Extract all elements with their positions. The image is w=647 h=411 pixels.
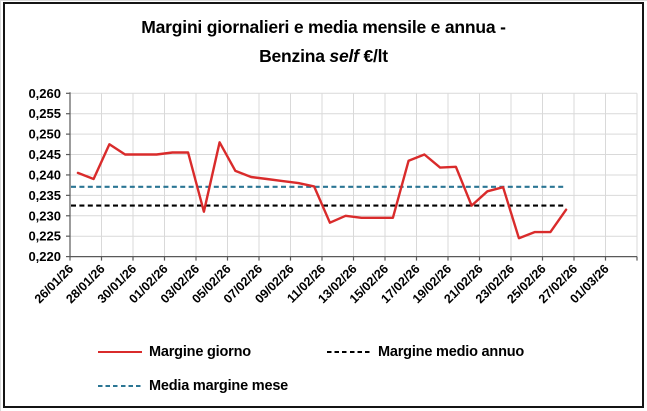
y-tick-label: 0,220: [28, 249, 61, 264]
y-tick-label: 0,240: [28, 167, 61, 182]
y-tick-label: 0,230: [28, 208, 61, 223]
series-line-margine-giorno: [76, 141, 568, 240]
sheet-edge-line-vertical: [0, 0, 1, 411]
chart-title-line1: Margini giornalieri e media mensile e an…: [141, 17, 506, 37]
plot-area: 0,260 0,255 0,250 0,245 0,240 0,235 0,230 0,225…: [28, 86, 638, 306]
y-tick-label: 0,235: [28, 188, 61, 203]
y-tick-label: 0,245: [28, 147, 61, 162]
chart-title-line2: Benzina self €/lt: [5, 42, 642, 71]
sheet-edge-line-horizontal: [0, 0, 647, 1]
y-tick-label: 0,260: [28, 86, 61, 101]
chart-title-line2-italic: self: [329, 46, 359, 66]
chart-title-line2-post: €/lt: [358, 46, 388, 66]
chart-frame: Margini giornalieri e media mensile e an…: [3, 2, 644, 408]
chart-title: Margini giornalieri e media mensile e an…: [5, 13, 642, 71]
y-tick-label: 0,225: [28, 229, 61, 244]
y-tick-label: 0,250: [28, 127, 61, 142]
chart-title-line2-pre: Benzina: [259, 46, 330, 66]
y-tick-label: 0,255: [28, 106, 61, 121]
